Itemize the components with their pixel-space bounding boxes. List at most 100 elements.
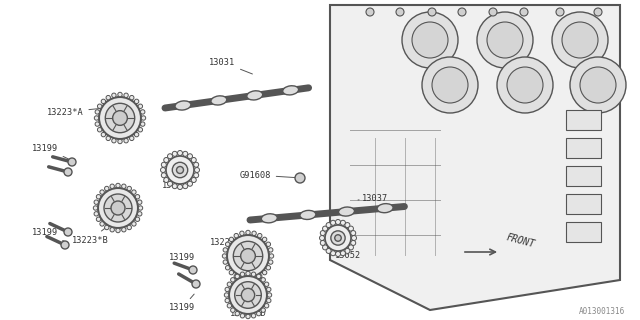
Circle shape — [94, 116, 99, 120]
Circle shape — [225, 287, 229, 292]
Circle shape — [235, 282, 261, 308]
Circle shape — [106, 136, 111, 140]
Circle shape — [99, 97, 141, 139]
Circle shape — [240, 231, 244, 236]
Circle shape — [264, 282, 269, 286]
Circle shape — [269, 254, 274, 258]
Circle shape — [396, 8, 404, 16]
Circle shape — [268, 293, 272, 297]
Circle shape — [95, 122, 99, 126]
Circle shape — [319, 236, 324, 241]
Circle shape — [345, 222, 350, 228]
Circle shape — [340, 220, 346, 225]
Circle shape — [118, 139, 122, 144]
Circle shape — [261, 277, 266, 282]
Ellipse shape — [261, 214, 277, 223]
Circle shape — [234, 274, 239, 278]
Circle shape — [134, 99, 139, 104]
Circle shape — [113, 111, 127, 125]
Circle shape — [129, 95, 134, 100]
Circle shape — [104, 194, 132, 222]
Text: 13223*D: 13223*D — [230, 303, 266, 318]
Circle shape — [264, 304, 269, 308]
Circle shape — [432, 67, 468, 103]
Circle shape — [351, 240, 356, 245]
Circle shape — [497, 57, 553, 113]
Circle shape — [257, 234, 262, 238]
Circle shape — [227, 304, 232, 308]
Circle shape — [227, 235, 269, 277]
Circle shape — [269, 260, 273, 264]
Circle shape — [129, 136, 134, 140]
Circle shape — [229, 237, 234, 242]
Circle shape — [257, 274, 262, 278]
Circle shape — [594, 8, 602, 16]
Circle shape — [580, 67, 616, 103]
Circle shape — [194, 173, 198, 178]
Circle shape — [320, 240, 325, 245]
Circle shape — [132, 190, 136, 194]
Text: 13031: 13031 — [209, 58, 252, 74]
Text: 13223*A: 13223*A — [47, 107, 112, 116]
Circle shape — [116, 228, 120, 233]
Circle shape — [223, 260, 227, 264]
Circle shape — [562, 22, 598, 58]
Circle shape — [230, 277, 235, 282]
Circle shape — [141, 116, 146, 120]
Circle shape — [112, 93, 116, 98]
Circle shape — [97, 104, 102, 108]
Circle shape — [345, 248, 350, 253]
Circle shape — [104, 186, 109, 191]
Polygon shape — [330, 5, 620, 310]
Circle shape — [161, 162, 166, 167]
Circle shape — [116, 183, 120, 188]
Circle shape — [61, 241, 69, 249]
Circle shape — [132, 222, 136, 226]
Circle shape — [188, 154, 193, 159]
Circle shape — [111, 201, 125, 215]
Circle shape — [183, 184, 188, 189]
Bar — [566, 166, 601, 186]
Ellipse shape — [339, 207, 355, 216]
Circle shape — [246, 314, 250, 319]
Circle shape — [331, 231, 345, 245]
Circle shape — [240, 272, 244, 276]
Circle shape — [106, 103, 134, 133]
Circle shape — [110, 228, 115, 232]
Circle shape — [295, 173, 305, 183]
Circle shape — [135, 217, 140, 221]
Circle shape — [101, 99, 106, 104]
Circle shape — [138, 212, 142, 216]
Circle shape — [138, 128, 143, 132]
Circle shape — [135, 195, 140, 199]
Text: G91608: G91608 — [239, 171, 300, 180]
Circle shape — [477, 12, 533, 68]
Text: 13034: 13034 — [162, 175, 188, 189]
Circle shape — [127, 186, 131, 191]
Circle shape — [335, 252, 340, 257]
Circle shape — [266, 266, 271, 270]
Circle shape — [112, 139, 116, 143]
Circle shape — [177, 150, 182, 156]
Circle shape — [225, 242, 230, 246]
Ellipse shape — [247, 91, 262, 100]
Circle shape — [348, 226, 353, 231]
Circle shape — [266, 242, 271, 246]
Circle shape — [95, 110, 99, 114]
Circle shape — [100, 222, 104, 226]
Circle shape — [458, 8, 466, 16]
Circle shape — [101, 132, 106, 137]
Circle shape — [335, 220, 340, 225]
Circle shape — [122, 228, 126, 232]
Circle shape — [124, 93, 128, 98]
Circle shape — [422, 57, 478, 113]
Text: 13223*C: 13223*C — [210, 237, 248, 250]
Circle shape — [325, 225, 351, 251]
Circle shape — [252, 231, 256, 236]
Circle shape — [261, 308, 266, 312]
Circle shape — [246, 230, 250, 235]
Circle shape — [225, 266, 230, 270]
Circle shape — [93, 206, 98, 210]
Circle shape — [164, 157, 169, 163]
Circle shape — [234, 241, 262, 271]
